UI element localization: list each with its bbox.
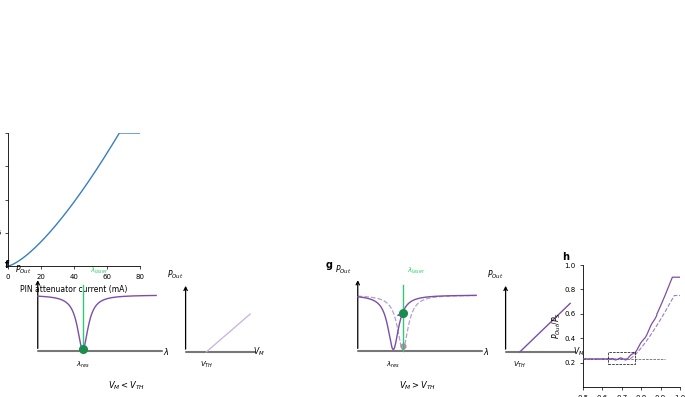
Text: $\lambda_{laser}$: $\lambda_{laser}$	[407, 266, 426, 276]
X-axis label: PIN attenuator current (mA): PIN attenuator current (mA)	[21, 285, 127, 294]
Text: $P_{Out}$: $P_{Out}$	[335, 263, 351, 276]
Text: $V_{TH}$: $V_{TH}$	[199, 359, 213, 370]
Text: $\lambda_{res}$: $\lambda_{res}$	[386, 359, 400, 370]
Text: $\lambda_{laser}$: $\lambda_{laser}$	[90, 266, 109, 276]
Text: g: g	[325, 260, 332, 270]
Text: $\lambda_{res}$: $\lambda_{res}$	[76, 359, 90, 370]
Bar	[608, 352, 636, 364]
Text: f: f	[5, 260, 10, 270]
Text: $V_M < V_{TH}$: $V_M < V_{TH}$	[108, 379, 145, 392]
Text: h: h	[562, 252, 569, 262]
Text: $\lambda$: $\lambda$	[163, 346, 170, 357]
Text: $V_{TH}$: $V_{TH}$	[513, 359, 527, 370]
Text: $\lambda$: $\lambda$	[484, 346, 490, 357]
Text: $V_M$: $V_M$	[253, 346, 264, 358]
Text: $P_{Out}$: $P_{Out}$	[167, 269, 184, 281]
Text: $P_{Out}$: $P_{Out}$	[15, 263, 32, 276]
Text: $V_M > V_{TH}$: $V_M > V_{TH}$	[399, 379, 436, 392]
Y-axis label: $P_{Out}/P_S$: $P_{Out}/P_S$	[550, 312, 562, 339]
Text: $P_{Out}$: $P_{Out}$	[487, 269, 503, 281]
Text: $V_M$: $V_M$	[573, 346, 584, 358]
